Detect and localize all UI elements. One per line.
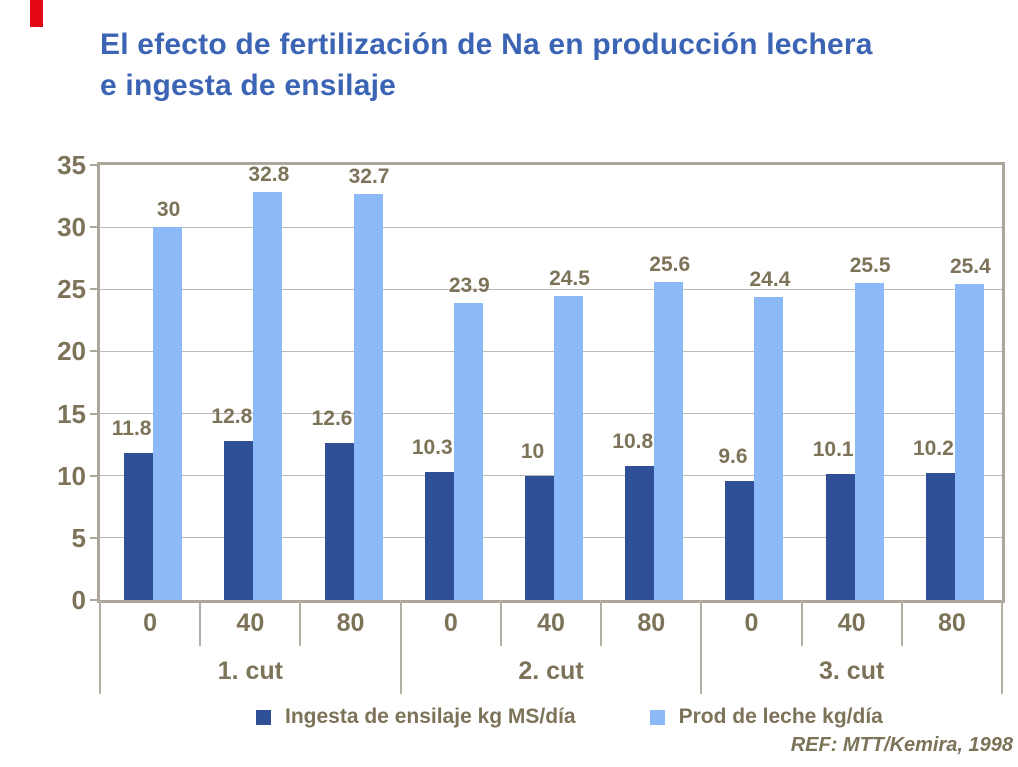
category-separator (299, 600, 302, 646)
bar-value-label-ingesta: 12.8 (211, 404, 253, 428)
category-separator (800, 600, 803, 646)
group-separator (99, 600, 101, 694)
chart-title: El efecto de fertilización de Na en prod… (100, 24, 873, 106)
category-label: 80 (336, 609, 365, 637)
y-axis-label: 0 (71, 585, 86, 615)
bar-leche (854, 283, 884, 600)
bar-value-label-leche: 32.8 (248, 163, 290, 187)
category-label: 0 (744, 609, 759, 637)
bar-ingesta (925, 473, 955, 600)
legend: Ingesta de ensilaje kg MS/día Prod de le… (256, 705, 883, 729)
category-label: 40 (837, 609, 866, 637)
bar-ingesta (324, 443, 354, 600)
reference-citation: REF: MTT/Kemira, 1998 (790, 734, 1013, 756)
bar-value-label-leche: 25.6 (649, 252, 691, 276)
y-axis-tick (90, 412, 100, 415)
red-accent-mark (30, 0, 43, 27)
legend-swatch-ingesta-icon (256, 709, 271, 725)
bar-value-label-leche: 24.4 (749, 267, 791, 291)
group-separator (399, 600, 402, 694)
bar-value-label-leche: 24.5 (549, 266, 590, 290)
bar-value-label-ingesta: 11.8 (111, 417, 152, 441)
chart-title-line-2: e ingesta de ensilaje (100, 69, 396, 102)
group-separator (700, 600, 703, 694)
bar-ingesta (725, 480, 755, 600)
bar-leche (253, 192, 283, 600)
bar-leche (954, 284, 984, 600)
bar-value-label-leche: 25.5 (849, 254, 891, 278)
bar-leche (654, 281, 684, 600)
bar-ingesta (224, 440, 254, 600)
legend-label-leche: Prod de leche kg/día (678, 705, 883, 728)
bar-value-label-ingesta: 12.6 (311, 407, 353, 431)
bar-leche (554, 295, 583, 600)
bar-value-label-ingesta: 10.8 (612, 429, 654, 453)
bar-ingesta (424, 471, 454, 600)
y-axis-tick (90, 536, 100, 539)
y-axis-tick (90, 350, 100, 353)
group-label: 1. cut (217, 657, 283, 685)
bar-value-label-ingesta: 10.3 (411, 435, 453, 459)
chart-title-line-1: El efecto de fertilización de Na en prod… (100, 28, 873, 61)
gridline (100, 288, 1002, 290)
category-label: 80 (637, 609, 666, 637)
category-label: 40 (236, 609, 265, 637)
gridline (100, 226, 1002, 228)
y-axis-label: 10 (57, 460, 86, 491)
y-axis-tick (90, 164, 100, 166)
bar-ingesta (825, 474, 855, 600)
bar-value-label-ingesta: 10.1 (812, 438, 854, 462)
y-axis-label: 5 (71, 522, 86, 553)
gridline (100, 350, 1002, 352)
category-label: 80 (937, 609, 966, 637)
bar-value-label-ingesta: 9.6 (718, 444, 748, 468)
y-axis-tick (90, 226, 100, 229)
category-label: 0 (143, 609, 158, 637)
y-axis-label: 20 (57, 336, 86, 367)
category-separator (900, 600, 903, 646)
y-axis-label: 35 (57, 150, 86, 180)
plot-frame (97, 162, 1005, 603)
bar-value-label-leche: 23.9 (448, 273, 490, 297)
y-axis-tick (90, 474, 100, 477)
bar-value-label-ingesta: 10 (520, 439, 545, 463)
y-axis-label: 15 (57, 398, 86, 429)
group-label: 2. cut (518, 657, 584, 685)
bar-value-label-leche: 30 (156, 198, 181, 222)
bar-leche (453, 302, 483, 600)
bar-value-label-ingesta: 10.2 (912, 437, 954, 461)
group-separator (1001, 600, 1003, 694)
legend-item-ingesta: Ingesta de ensilaje kg MS/día (256, 705, 576, 729)
legend-label-ingesta: Ingesta de ensilaje kg MS/día (285, 705, 576, 728)
y-axis-tick (90, 599, 100, 601)
legend-item-leche: Prod de leche kg/día (649, 705, 883, 729)
bar-value-label-leche: 32.7 (348, 164, 390, 188)
group-label: 3. cut (819, 657, 885, 685)
bar-leche (353, 193, 383, 600)
y-axis-label: 25 (57, 274, 86, 305)
bar-ingesta (525, 475, 554, 600)
category-label: 0 (443, 609, 458, 637)
bar-leche (153, 227, 183, 600)
category-label: 40 (537, 609, 565, 637)
y-axis-tick (90, 288, 100, 291)
bar-leche (754, 296, 784, 600)
category-separator (499, 600, 502, 646)
bar-ingesta (124, 453, 154, 600)
legend-swatch-leche-icon (649, 709, 665, 725)
category-separator (199, 600, 202, 646)
y-axis-label: 30 (57, 212, 86, 243)
bar-ingesta (625, 465, 655, 600)
bar-value-label-leche: 25.4 (949, 255, 991, 279)
category-separator (600, 600, 603, 646)
gridline (100, 413, 1002, 415)
